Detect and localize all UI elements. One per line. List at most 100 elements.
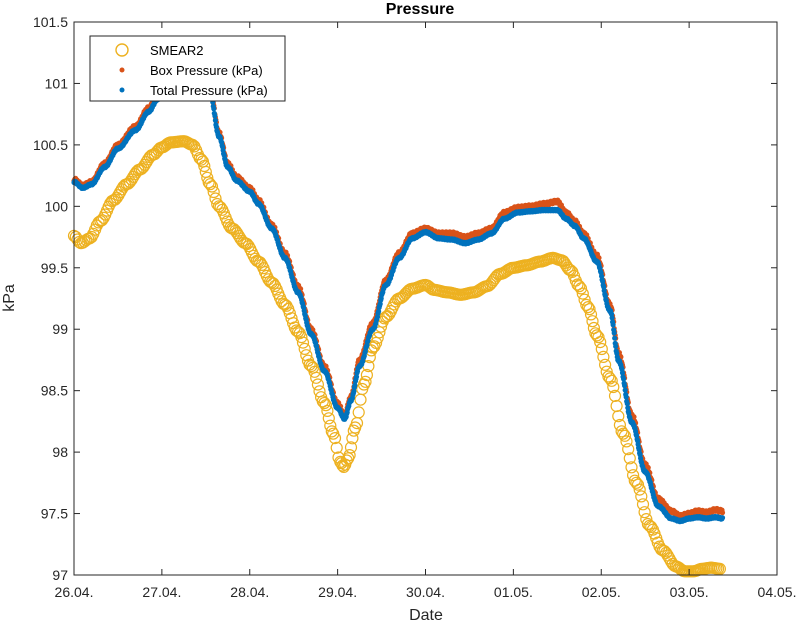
data-point [625, 461, 638, 474]
x-tick-label: 01.05. [494, 584, 533, 600]
data-point [267, 277, 280, 290]
data-point [351, 388, 357, 394]
data-point [578, 293, 591, 306]
data-point [352, 406, 365, 419]
data-point [295, 331, 308, 344]
series-smear2 [67, 135, 727, 578]
data-point [242, 240, 255, 253]
data-point [212, 113, 218, 119]
data-point [602, 370, 615, 383]
y-tick-label: 100.5 [33, 137, 68, 153]
axes-box [73, 21, 778, 576]
data-point [359, 375, 372, 388]
data-point [607, 380, 620, 394]
data-point [586, 315, 599, 328]
data-point [719, 515, 726, 521]
data-point [571, 278, 584, 291]
data-point [600, 365, 613, 378]
data-point [576, 287, 589, 300]
data-point [207, 185, 220, 199]
data-point [318, 396, 331, 410]
legend-label-box: Box Pressure (kPa) [150, 63, 263, 78]
data-point [622, 443, 635, 456]
data-point [719, 509, 726, 516]
y-tick-label: 98.5 [41, 383, 68, 399]
y-tick-label: 97.5 [41, 506, 68, 522]
data-point [622, 383, 628, 389]
data-point [633, 483, 646, 496]
data-point [623, 452, 636, 465]
legend-marker-total [119, 87, 125, 93]
legend-label-smear2: SMEAR2 [150, 43, 203, 58]
y-tick-label: 98 [52, 444, 68, 460]
data-point [305, 360, 318, 373]
x-tick-label: 29.04. [318, 584, 357, 600]
data-point [622, 387, 628, 393]
data-point [328, 432, 342, 445]
data-point [195, 153, 208, 166]
legend-label-total: Total Pressure (kPa) [150, 83, 268, 98]
data-point [625, 405, 631, 411]
x-tick-label: 28.04. [230, 584, 269, 600]
x-tick-label: 30.04. [406, 584, 445, 600]
legend-marker-smear2 [115, 43, 129, 57]
data-point [603, 372, 617, 385]
data-point [198, 159, 211, 173]
data-point [95, 214, 109, 227]
x-tick-label: 04.05. [758, 584, 797, 600]
data-point [621, 376, 627, 382]
data-point [202, 176, 215, 189]
data-point [324, 419, 337, 432]
chart-title: Pressure [386, 1, 455, 18]
y-tick-label: 101.5 [33, 14, 68, 30]
data-point [617, 427, 630, 440]
data-point [590, 329, 604, 342]
data-point [296, 336, 310, 349]
x-tick-label: 26.04. [55, 584, 94, 600]
data-point [343, 449, 356, 462]
data-point [620, 435, 633, 448]
data-point [205, 180, 219, 193]
y-axis-label: kPa [1, 284, 18, 312]
data-point [584, 308, 598, 321]
data-point [352, 382, 358, 388]
data-point [645, 520, 658, 534]
data-point [638, 506, 651, 519]
data-point [623, 394, 629, 400]
data-point [574, 282, 588, 295]
data-point [645, 465, 651, 471]
data-point [353, 374, 360, 380]
x-tick-label: 27.04. [142, 584, 181, 600]
data-point [624, 401, 630, 407]
data-point [594, 336, 607, 349]
legend-marker-box [119, 67, 125, 73]
data-point [595, 342, 608, 356]
y-tick-label: 99 [52, 321, 68, 337]
data-point [619, 370, 626, 376]
data-point [211, 106, 217, 112]
axis-ticks: 26.04. 27.04. 28.04. 29.04. 30.04. 01.05. 02.0… [33, 14, 797, 600]
data-point [580, 298, 593, 311]
data-point [612, 335, 618, 341]
data-point [204, 178, 217, 191]
data-point [330, 441, 343, 454]
data-point [298, 342, 311, 355]
data-point [610, 322, 616, 328]
data-point [608, 389, 622, 402]
data-point [598, 358, 612, 371]
x-tick-label: 02.05. [582, 584, 621, 600]
data-point [583, 303, 596, 316]
data-point [631, 414, 637, 420]
data-point [613, 418, 627, 432]
data-point [597, 350, 610, 363]
data-point [611, 330, 617, 336]
data-point [626, 469, 640, 482]
data-point [581, 301, 595, 314]
data-point [630, 476, 643, 489]
data-point [311, 378, 324, 391]
data-point [310, 371, 323, 384]
y-tick-label: 97 [52, 567, 68, 583]
data-point [609, 315, 615, 321]
